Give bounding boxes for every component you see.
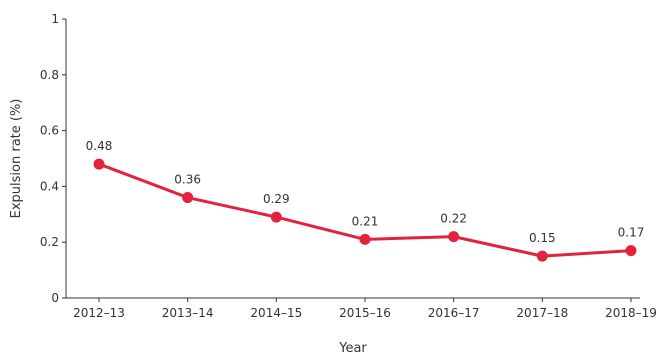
data-point <box>448 231 460 243</box>
data-label: 0.15 <box>529 231 556 245</box>
x-axis: 2012–13 2013–14 2014–15 2015–16 2016–17 2017–… <box>66 297 657 320</box>
x-tick-label: 2018–19 <box>605 306 657 320</box>
y-tick-label: 0.8 <box>40 68 59 82</box>
data-label: 0.36 <box>174 173 201 187</box>
data-point <box>625 245 637 257</box>
y-tick-label: 0.6 <box>40 124 59 138</box>
data-point <box>182 192 194 204</box>
data-label: 0.22 <box>440 212 467 226</box>
data-point <box>270 211 282 223</box>
y-tick-label: 0.4 <box>40 179 59 193</box>
data-label: 0.21 <box>352 214 379 228</box>
data-label: 0.17 <box>618 226 645 240</box>
x-tick-label: 2012–13 <box>73 306 125 320</box>
x-tick-label: 2017–18 <box>516 306 568 320</box>
x-axis-title: Year <box>338 341 367 356</box>
x-tick-label: 2013–14 <box>162 306 214 320</box>
y-tick-label: 0 <box>51 291 59 305</box>
y-tick-label: 0.2 <box>40 235 59 249</box>
data-label: 0.29 <box>263 192 290 206</box>
x-tick-label: 2015–16 <box>339 306 391 320</box>
data-label: 0.48 <box>86 139 113 153</box>
x-tick-label: 2016–17 <box>428 306 480 320</box>
y-tick-label: 1 <box>51 12 59 26</box>
x-tick-group: 2012–13 2013–14 2014–15 2015–16 2016–17 2017–… <box>73 298 657 320</box>
y-axis: 0 0.2 0.4 0.6 0.8 1 <box>40 12 67 305</box>
y-axis-title: Expulsion rate (%) <box>9 99 24 219</box>
data-point <box>93 158 105 170</box>
y-tick-group: 0 0.2 0.4 0.6 0.8 1 <box>40 12 66 305</box>
data-point <box>536 250 548 262</box>
series-layer: 0.48 0.36 0.29 0.21 0.22 0.15 0.17 <box>86 139 645 262</box>
data-point <box>359 233 371 245</box>
x-tick-label: 2014–15 <box>250 306 302 320</box>
